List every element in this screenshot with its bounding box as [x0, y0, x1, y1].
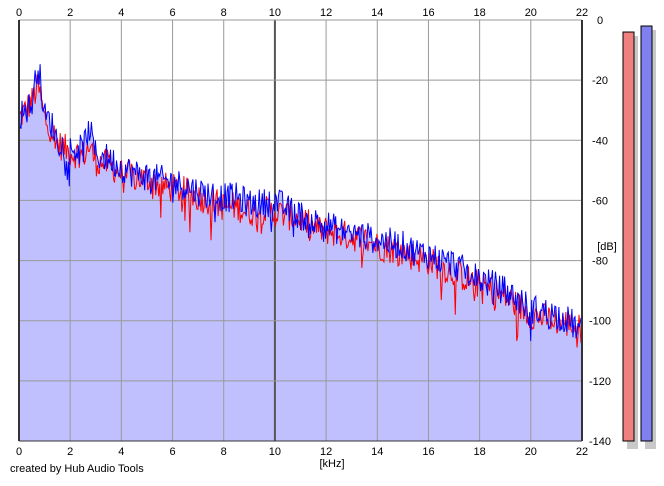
- x-tick-label-bottom: 6: [169, 446, 175, 458]
- y-tick-label: -20: [592, 75, 608, 87]
- x-tick-label-bottom: 12: [320, 446, 332, 458]
- x-axis-label: [kHz]: [319, 458, 344, 470]
- x-tick-label-top: 2: [67, 7, 73, 19]
- x-tick-label-bottom: 0: [16, 446, 22, 458]
- y-tick-label: -140: [589, 436, 611, 448]
- x-tick-label-bottom: 22: [576, 446, 588, 458]
- y-tick-label: -120: [589, 376, 611, 388]
- x-tick-label-bottom: 8: [221, 446, 227, 458]
- x-tick-label-top: 4: [118, 7, 124, 19]
- y-tick-label: -80: [592, 256, 608, 268]
- x-tick-label-top: 22: [576, 7, 588, 19]
- x-tick-label-top: 8: [221, 7, 227, 19]
- y-tick-label: -100: [589, 316, 611, 328]
- x-tick-label-bottom: 4: [118, 446, 124, 458]
- y-tick-labels: 0 -20 -40 -60 -80 -100 -120 -140: [589, 15, 611, 448]
- x-tick-label-top: 18: [474, 7, 486, 19]
- plot-frame-layer: [18, 20, 583, 442]
- meter-right-bar: [640, 25, 653, 442]
- y-tick-label: 0: [597, 15, 603, 27]
- spectrum-line-blue: [18, 64, 583, 342]
- x-tick-label-top: 6: [169, 7, 175, 19]
- x-tick-label-top: 14: [371, 7, 383, 19]
- x-tick-label-top: 0: [16, 7, 22, 19]
- x-tick-label-top: 16: [422, 7, 434, 19]
- x-tick-label-bottom: 16: [422, 446, 434, 458]
- credit-text: created by Hub Audio Tools: [10, 463, 144, 475]
- x-tick-label-top: 20: [525, 7, 537, 19]
- x-tick-label-bottom: 10: [269, 446, 281, 458]
- x-tick-labels-bottom: 0 2 4 6 8 10 12 14 16 18 20 22: [16, 446, 588, 458]
- x-tick-labels-top: 0 2 4 6 8 10 12 14 16 18 20 22: [16, 7, 588, 19]
- spectrum-fill-layer: [19, 64, 582, 441]
- x-tick-label-top: 12: [320, 7, 332, 19]
- y-tick-label: -40: [592, 135, 608, 147]
- y-tick-label: -60: [592, 195, 608, 207]
- level-meters: [622, 25, 656, 450]
- spectrum-fill-area: [19, 64, 582, 441]
- x-tick-label-bottom: 2: [67, 446, 73, 458]
- x-tick-label-top: 10: [269, 7, 281, 19]
- meter-left-bar: [622, 31, 635, 442]
- spectrum-lines-layer: [18, 64, 583, 348]
- x-tick-label-bottom: 18: [474, 446, 486, 458]
- y-axis-label: [dB]: [597, 241, 617, 253]
- x-tick-label-bottom: 20: [525, 446, 537, 458]
- x-tick-label-bottom: 14: [371, 446, 383, 458]
